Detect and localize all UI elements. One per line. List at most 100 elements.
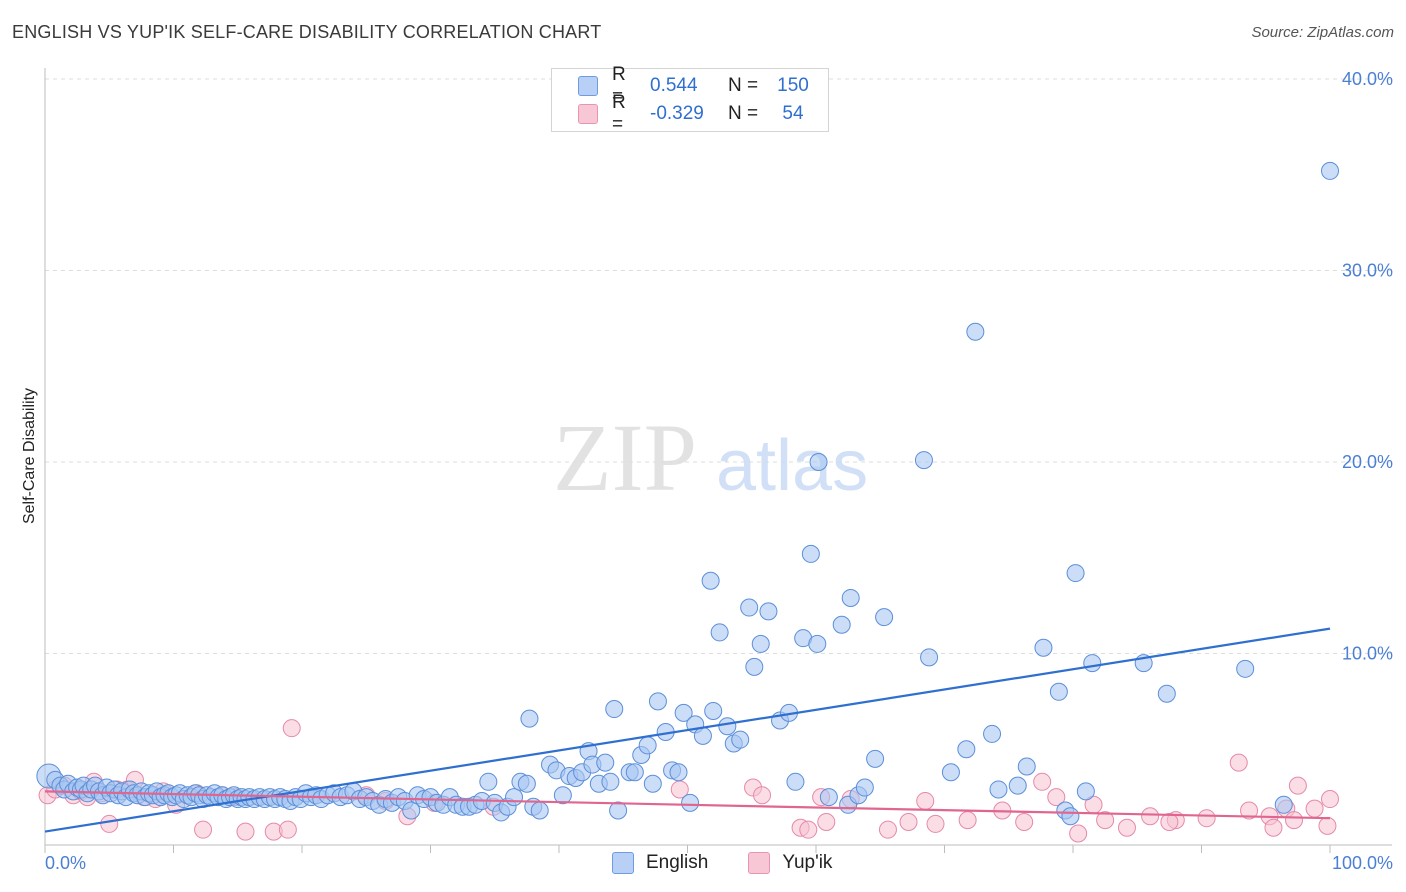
english-point[interactable] [648, 692, 667, 711]
english-point[interactable] [530, 801, 549, 820]
english-point[interactable] [786, 772, 805, 791]
english-point[interactable] [966, 322, 985, 341]
english-point[interactable] [1236, 659, 1255, 678]
english-point[interactable] [751, 634, 770, 653]
english-point[interactable] [1049, 682, 1068, 701]
yupik-point[interactable] [1096, 811, 1115, 830]
english-point[interactable] [1321, 161, 1339, 180]
english-point[interactable] [520, 709, 539, 728]
yupik-point[interactable] [817, 813, 836, 832]
yupik-point[interactable] [100, 814, 119, 833]
english-point[interactable] [605, 700, 624, 719]
english-point[interactable] [759, 602, 778, 621]
english-point[interactable] [596, 753, 615, 772]
yupik-point[interactable] [1141, 807, 1160, 826]
english-point[interactable] [983, 724, 1002, 743]
yupik-point[interactable] [1069, 824, 1088, 843]
legend-item-english[interactable]: English [612, 852, 708, 874]
yupik-point[interactable] [958, 811, 977, 830]
english-point[interactable] [957, 740, 976, 759]
english-point[interactable] [1274, 795, 1293, 814]
yupik-point[interactable] [194, 820, 213, 839]
trend-lines [44, 627, 1331, 833]
english-point[interactable] [710, 623, 729, 642]
english-point[interactable] [681, 793, 700, 812]
yupik-point[interactable] [282, 719, 301, 738]
yupik-point[interactable] [1318, 816, 1337, 835]
legend-item-yupik[interactable]: Yup'ik [748, 852, 832, 874]
english-point[interactable] [809, 453, 828, 471]
english-point[interactable] [832, 615, 851, 634]
english-point[interactable] [553, 786, 572, 805]
yupik-point[interactable] [1321, 790, 1339, 809]
yupik-point[interactable] [1160, 813, 1179, 832]
yupik-point[interactable] [1033, 772, 1052, 791]
english-point[interactable] [505, 788, 524, 807]
yupik-point[interactable] [878, 820, 897, 839]
english-point[interactable] [841, 588, 860, 607]
yupik-point[interactable] [1047, 788, 1066, 807]
english-point[interactable] [609, 801, 628, 820]
yupik-point[interactable] [926, 814, 945, 833]
english-point[interactable] [866, 749, 885, 768]
yupik-point[interactable] [1229, 753, 1248, 772]
english-point[interactable] [625, 763, 644, 782]
yupik-point[interactable] [916, 791, 935, 810]
english-point[interactable] [855, 778, 874, 797]
english-point[interactable] [941, 763, 960, 782]
yupik-point[interactable] [1264, 818, 1283, 837]
english-point[interactable] [402, 801, 421, 820]
english-point[interactable] [1017, 757, 1036, 776]
english-point[interactable] [674, 703, 693, 722]
english-point[interactable] [517, 774, 536, 793]
y-tick-label: 10.0% [1342, 644, 1393, 664]
yupik-point[interactable] [278, 820, 297, 839]
n-value: 150 [777, 75, 809, 96]
english-point[interactable] [601, 772, 620, 791]
english-point[interactable] [808, 634, 827, 653]
english-point[interactable] [693, 726, 712, 745]
english-point[interactable] [718, 717, 737, 736]
r-label: R = [612, 92, 626, 135]
english-point[interactable] [920, 648, 939, 667]
english-point[interactable] [914, 451, 933, 470]
english-point[interactable] [704, 701, 723, 720]
watermark: ZIP atlas [553, 404, 868, 511]
english-point[interactable] [875, 608, 894, 627]
yupik-point[interactable] [1117, 818, 1136, 837]
english-point[interactable] [989, 780, 1008, 799]
yupik-point[interactable] [1240, 801, 1259, 820]
yupik-point[interactable] [1197, 809, 1216, 828]
english-point[interactable] [731, 730, 750, 749]
english-point[interactable] [669, 763, 688, 782]
english-point[interactable] [1076, 782, 1095, 801]
english-point[interactable] [801, 544, 820, 563]
yupik-points [38, 719, 1339, 843]
english-point[interactable] [1066, 564, 1085, 583]
english-point[interactable] [740, 598, 759, 617]
yupik-point[interactable] [236, 822, 255, 841]
english-point[interactable] [1157, 684, 1176, 703]
english-point[interactable] [745, 657, 764, 676]
x-tick-label-max: 100.0% [1332, 853, 1393, 873]
y-tick-label: 20.0% [1342, 452, 1393, 472]
english-point[interactable] [1061, 807, 1080, 826]
english-point[interactable] [479, 772, 498, 791]
english-point[interactable] [819, 788, 838, 807]
english-trend-line [44, 627, 1331, 833]
english-point[interactable] [1083, 654, 1102, 673]
yupik-point[interactable] [1285, 811, 1304, 830]
english-point[interactable] [701, 571, 720, 590]
yupik-point[interactable] [1305, 799, 1324, 818]
english-point[interactable] [643, 774, 662, 793]
y-tick-label: 40.0% [1342, 69, 1393, 89]
yupik-point[interactable] [1015, 813, 1034, 832]
yupik-legend-label: Yup'ik [782, 852, 833, 873]
english-point[interactable] [638, 736, 657, 755]
yupik-point[interactable] [1288, 776, 1307, 795]
yupik-point[interactable] [753, 786, 772, 805]
yupik-point[interactable] [899, 813, 918, 832]
yupik-point[interactable] [799, 820, 818, 839]
english-point[interactable] [1034, 638, 1053, 657]
english-point[interactable] [1008, 776, 1027, 795]
